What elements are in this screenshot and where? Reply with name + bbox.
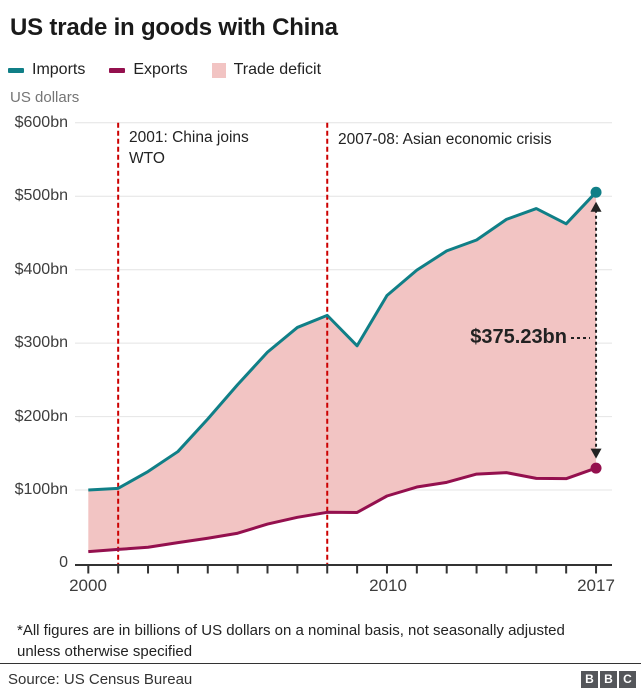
exports-line-swatch-icon [109,67,126,73]
legend-imports-label: Imports [32,61,86,78]
footer-divider [0,663,641,664]
y-tick-label: $100bn [14,481,68,498]
footnote: *All figures are in billions of US dolla… [17,622,565,660]
legend-exports-label: Exports [133,61,188,78]
deficit-annotation-label: $375.23bn [470,326,567,348]
event-label-wto: 2001: China joins WTO [129,129,249,167]
event-label-crisis: 2007-08: Asian economic crisis [338,131,552,148]
imports-endpoint-dot [590,186,602,198]
trade-deficit-area [88,192,597,552]
legend-item-imports: Imports [8,61,85,79]
bbc-logo-block: B [600,671,617,688]
deficit-arrow-head-down-icon [590,448,602,459]
exports-line [88,466,597,554]
exports-endpoint-dot [590,462,602,474]
legend: Imports Exports Trade deficit [8,60,345,80]
legend-trade-deficit-label: Trade deficit [233,61,322,78]
deficit-arrow-head-up-icon [590,201,602,212]
imports-line-swatch-icon [8,67,24,73]
x-tick-label: 2000 [69,576,107,595]
y-tick-label: $300bn [14,334,68,351]
legend-item-trade-deficit: Trade deficit [211,61,322,79]
y-axis-title: US dollars [10,89,80,106]
bbc-logo: B B C [581,671,636,688]
y-tick-label: 0 [59,554,68,571]
x-tick-label: 2017 [577,576,615,595]
imports-line [88,191,598,492]
page-title: US trade in goods with China [10,14,338,41]
y-tick-label: $400bn [14,261,68,278]
bbc-logo-block: C [619,671,636,688]
legend-item-exports: Exports [109,61,188,79]
source-attribution: Source: US Census Bureau [8,671,193,688]
y-tick-label: $500bn [14,187,68,204]
y-tick-label: $200bn [14,408,68,425]
x-tick-label: 2010 [369,576,407,595]
trade-deficit-area-swatch-icon [211,62,226,78]
y-tick-label: $600bn [14,114,68,131]
bbc-logo-block: B [581,671,598,688]
